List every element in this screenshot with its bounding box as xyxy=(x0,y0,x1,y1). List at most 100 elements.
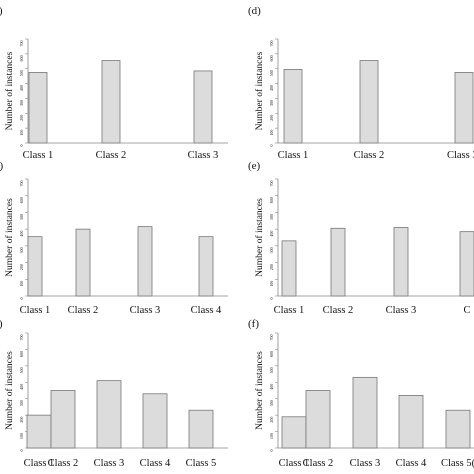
bar xyxy=(96,380,122,449)
y-tick-label: 100 xyxy=(19,130,24,136)
bar xyxy=(445,409,471,449)
panel-label: c) xyxy=(0,318,3,330)
y-axis-label: Number of instances xyxy=(4,198,15,277)
y-tick-label: 300 xyxy=(269,100,274,106)
panel-label: (f) xyxy=(248,318,259,330)
chart-panel-f: (f) 0 100 200 300 400 500 600 700 Number of insta… xyxy=(248,318,474,469)
bar xyxy=(283,69,303,144)
y-tick-label: 600 xyxy=(269,351,274,357)
y-tick-label: 0 xyxy=(19,298,24,300)
y-tick-label: 200 xyxy=(269,264,274,270)
y-tick-label: 300 xyxy=(19,247,24,253)
bar xyxy=(27,236,43,297)
panel-label: (e) xyxy=(248,160,261,172)
y-tick-label: 200 xyxy=(19,115,24,121)
y-tick-label: 200 xyxy=(19,417,24,423)
y-tick-label: 400 xyxy=(269,85,274,91)
y-tick-label: 100 xyxy=(269,281,274,287)
y-tick-label: 400 xyxy=(269,231,274,237)
y-tick-label: 400 xyxy=(269,384,274,390)
y-tick-label: 0 xyxy=(269,145,274,147)
y-tick-label: 0 xyxy=(19,450,24,452)
bar xyxy=(398,395,424,449)
x-tick-label: Class 2 xyxy=(303,458,334,469)
y-tick-label: 200 xyxy=(19,264,24,270)
bar xyxy=(137,226,153,297)
y-tick-label: 600 xyxy=(19,197,24,203)
bar xyxy=(193,70,213,144)
y-tick-label: 700 xyxy=(269,181,274,187)
bar xyxy=(330,227,346,297)
y-axis-label: Number of instances xyxy=(4,351,15,430)
y-tick-label: 200 xyxy=(269,115,274,121)
y-tick-label: 0 xyxy=(19,145,24,147)
y-tick-label: 600 xyxy=(19,55,24,61)
bar xyxy=(359,60,379,144)
x-tick-label: Class 2 xyxy=(323,305,354,316)
y-tick-label: 700 xyxy=(19,41,24,47)
bar xyxy=(198,236,214,297)
bar xyxy=(28,72,48,144)
x-tick-label: Class 1 xyxy=(24,458,55,469)
x-tick-label: Class 1 xyxy=(23,150,54,161)
y-tick-label: 400 xyxy=(19,85,24,91)
y-tick-label: 100 xyxy=(19,433,24,439)
x-tick-label: Class 1 xyxy=(278,150,309,161)
y-tick-label: 300 xyxy=(19,100,24,106)
x-tick-label: Class 5 xyxy=(186,458,217,469)
y-tick-label: 100 xyxy=(269,433,274,439)
y-tick-label: 0 xyxy=(269,450,274,452)
x-tick-label: Class 1 xyxy=(274,305,305,316)
chart-panel-b: b) 0 100 200 300 400 500 600 700 Number of instan… xyxy=(0,160,228,316)
x-tick-label: Class 4 xyxy=(140,458,171,469)
y-tick-label: 700 xyxy=(19,335,24,341)
y-tick-label: 500 xyxy=(19,214,24,220)
y-tick-label: 100 xyxy=(269,130,274,136)
y-tick-label: 600 xyxy=(19,351,24,357)
y-tick-label: 400 xyxy=(19,231,24,237)
y-tick-label: 0 xyxy=(269,298,274,300)
bar xyxy=(459,231,474,297)
x-tick-label: Class 2 xyxy=(48,458,79,469)
bar xyxy=(75,228,91,297)
bar xyxy=(50,390,76,449)
y-tick-label: 700 xyxy=(19,181,24,187)
x-tick-label: Class 1 xyxy=(279,458,310,469)
panel-label: a) xyxy=(0,5,3,17)
chart-panel-c: c) 0 100 200 300 400 500 600 700 Number of instan… xyxy=(0,318,228,469)
y-tick-label: 700 xyxy=(269,335,274,341)
x-tick-label: Class 2 xyxy=(68,305,99,316)
chart-panel-a: a) 0 100 200 300 400 500 600 700 Number of instan… xyxy=(0,5,228,161)
y-tick-label: 300 xyxy=(269,247,274,253)
x-tick-label: Class 3 xyxy=(386,305,417,316)
x-tick-label: Class 1 xyxy=(20,305,51,316)
bar xyxy=(26,414,52,449)
y-tick-label: 500 xyxy=(19,70,24,76)
y-tick-label: 400 xyxy=(19,384,24,390)
y-tick-label: 300 xyxy=(19,400,24,406)
x-tick-label: Class 4 xyxy=(191,305,222,316)
y-tick-label: 500 xyxy=(269,367,274,373)
x-tick-label: Class 3 xyxy=(94,458,125,469)
y-tick-label: 600 xyxy=(269,197,274,203)
y-tick-label: 700 xyxy=(269,41,274,47)
x-tick-label: Class 2 xyxy=(96,150,127,161)
x-tick-label: Class 2 xyxy=(354,150,385,161)
bar xyxy=(305,390,331,449)
x-tick-label: C xyxy=(463,305,470,316)
y-tick-label: 500 xyxy=(19,367,24,373)
y-axis-label: Number of instances xyxy=(4,51,15,130)
x-tick-label: Class 3 xyxy=(188,150,219,161)
chart-panel-e: (e) 0 100 200 300 400 500 600 700 Number of insta… xyxy=(248,160,474,316)
y-axis-label: Number of instances xyxy=(254,51,265,130)
y-tick-label: 100 xyxy=(19,281,24,287)
bar xyxy=(142,393,168,449)
x-tick-label: Class 4 xyxy=(396,458,427,469)
x-tick-label: Class 3 xyxy=(350,458,381,469)
bar xyxy=(188,409,214,449)
bar xyxy=(352,376,378,449)
bar xyxy=(454,72,474,144)
y-tick-label: 300 xyxy=(269,400,274,406)
y-axis-label: Number of instances xyxy=(254,198,265,277)
